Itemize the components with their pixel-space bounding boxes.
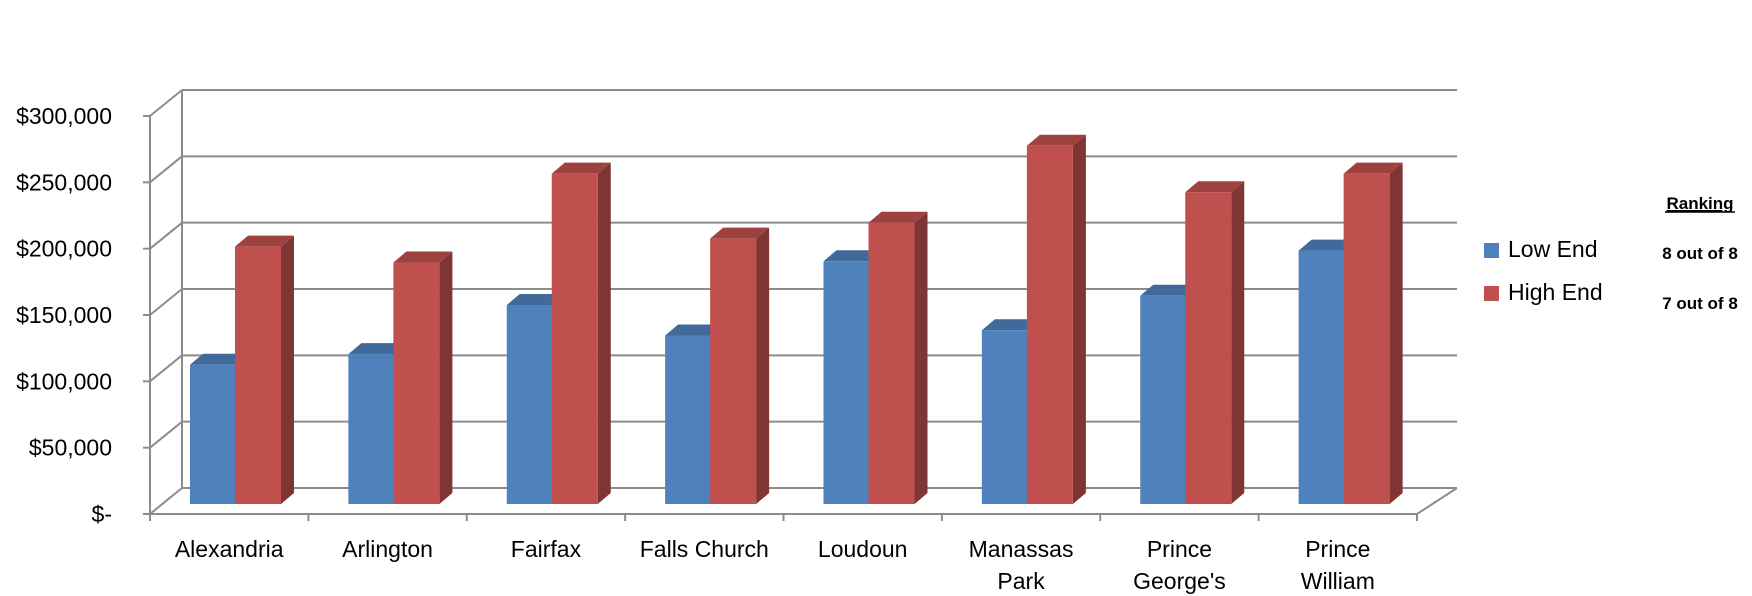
- x-tick-label: Manassas Park: [969, 536, 1074, 594]
- y-tick-label: $250,000: [16, 169, 112, 195]
- bar-top: [1343, 162, 1403, 174]
- bar-top: [1026, 134, 1086, 146]
- bar-top: [981, 319, 1041, 331]
- bar-side: [914, 211, 928, 504]
- bar-top: [348, 343, 408, 355]
- bar-front: [981, 330, 1028, 504]
- bar-side: [756, 227, 770, 504]
- x-tick-label: Falls Church: [640, 536, 769, 562]
- bar-front: [1185, 192, 1232, 504]
- bar-top: [1140, 284, 1200, 296]
- bar-layer: [190, 134, 1403, 505]
- legend-label: High End: [1508, 279, 1603, 305]
- bar-high-end: [710, 227, 770, 504]
- y-tick-label: $150,000: [16, 302, 112, 328]
- bar-front: [868, 222, 915, 504]
- bar-top: [235, 235, 294, 247]
- bar-side: [1231, 181, 1245, 504]
- x-tick-label: Prince George's: [1133, 536, 1226, 594]
- bar-top: [823, 250, 883, 262]
- x-tick-label: Fairfax: [511, 536, 582, 562]
- ranking-value: 7 out of 8: [1662, 294, 1738, 313]
- bar-top: [665, 324, 725, 336]
- gridline-side: [149, 89, 183, 117]
- bar-front: [506, 305, 553, 504]
- gridline-side: [149, 487, 183, 515]
- bar-front: [1140, 295, 1187, 504]
- bar-high-end: [868, 211, 928, 504]
- bar-front: [190, 364, 236, 504]
- bar-top: [710, 227, 770, 239]
- gridline-side: [149, 288, 183, 316]
- bar-high-end: [235, 235, 294, 505]
- bar-front: [823, 261, 870, 504]
- bar-top: [393, 251, 453, 263]
- bar-front: [348, 354, 395, 504]
- bar-side: [281, 235, 294, 505]
- bar-front: [393, 262, 440, 504]
- bar-top: [190, 353, 249, 365]
- y-tick-label: $50,000: [29, 435, 112, 461]
- bar-side: [439, 251, 453, 504]
- x-tick-label: Loudoun: [818, 536, 908, 562]
- legend-swatch: [1484, 286, 1499, 301]
- bar-front: [1026, 145, 1073, 505]
- axis-layer: [143, 90, 1458, 521]
- ranking-title: Ranking: [1666, 194, 1733, 213]
- bar-top: [551, 162, 611, 174]
- bar-front: [1298, 250, 1345, 504]
- bar-top: [1185, 181, 1245, 193]
- legend-label: Low End: [1508, 236, 1598, 262]
- bar-high-end: [1343, 162, 1403, 504]
- y-tick-label: $300,000: [16, 103, 112, 129]
- ranking-panel: Ranking 8 out of 8 7 out of 8: [1662, 194, 1738, 313]
- bar-front: [665, 335, 712, 504]
- y-tick-label: $100,000: [16, 368, 112, 394]
- ranking-value: 8 out of 8: [1662, 244, 1738, 263]
- gridline-side: [149, 354, 183, 383]
- y-tick-label: $200,000: [16, 236, 112, 262]
- bar-top: [1298, 239, 1358, 251]
- legend-swatch: [1484, 243, 1499, 258]
- x-tick-label: Arlington: [342, 536, 433, 562]
- bar-high-end: [393, 251, 453, 504]
- bar-front: [1343, 173, 1390, 504]
- bar-front: [551, 173, 598, 504]
- bar-side: [1072, 134, 1086, 505]
- grid-layer: [149, 89, 1457, 515]
- bar-top: [868, 211, 928, 223]
- floor-right-edge: [1416, 487, 1458, 515]
- label-layer: $- $50,000 $100,000 $150,000 $200,000 $250,00…: [16, 103, 1375, 594]
- bar-top: [506, 294, 566, 305]
- legend: Low End High End: [1484, 236, 1603, 305]
- bar-high-end: [1185, 181, 1245, 504]
- bar-side: [1389, 162, 1403, 504]
- x-tick-label: Prince William: [1301, 536, 1375, 594]
- bar-side: [597, 162, 611, 504]
- y-tick-label: $-: [92, 501, 112, 527]
- bar-high-end: [551, 162, 611, 504]
- bar-front: [710, 238, 757, 504]
- bar-high-end: [1026, 134, 1086, 505]
- bar-front: [235, 246, 281, 505]
- x-tick-label: Alexandria: [175, 536, 284, 562]
- gridline-side: [149, 155, 183, 184]
- gridline-side: [149, 420, 183, 449]
- gridline-side: [149, 221, 183, 250]
